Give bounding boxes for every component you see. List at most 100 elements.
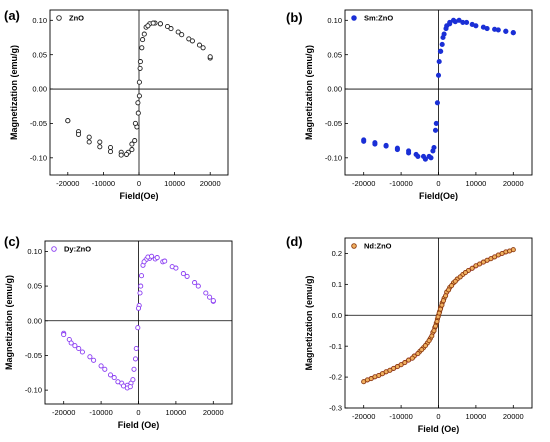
- data-point: [469, 265, 475, 271]
- data-point: [145, 23, 151, 29]
- data-point: [460, 19, 466, 25]
- y-tick-label: -0.10: [325, 153, 342, 162]
- data-point: [364, 377, 370, 383]
- data-point: [436, 59, 442, 65]
- data-point: [192, 280, 198, 286]
- x-tick-label: -10000: [389, 179, 412, 188]
- data-point: [140, 37, 146, 43]
- panel-label: (a): [4, 8, 20, 23]
- chart-panel-c: (c) -20000 -10000 0 10000 20000 -0.10 -0.05 0.00…: [4, 234, 233, 430]
- data-point: [123, 151, 130, 157]
- data-point: [149, 253, 155, 259]
- data-point: [510, 30, 516, 36]
- data-point: [449, 283, 455, 289]
- data-point: [446, 287, 452, 293]
- data-point: [196, 42, 203, 48]
- data-point: [361, 138, 367, 144]
- data-point: [127, 384, 133, 390]
- x-tick-label: -10000: [89, 408, 112, 417]
- y-tick-label: 0.05: [327, 50, 342, 59]
- data-point: [469, 21, 475, 27]
- data-point: [98, 363, 104, 369]
- data-point: [65, 118, 71, 124]
- y-tick-label: -0.1: [329, 342, 342, 351]
- data-point: [437, 48, 443, 54]
- data-point: [402, 360, 408, 366]
- data-point: [435, 72, 442, 78]
- data-point: [439, 41, 445, 47]
- y-tick-label: -0.10: [25, 386, 42, 395]
- data-point: [200, 45, 206, 51]
- y-tick-label: -0.10: [30, 153, 47, 162]
- y-tick-label: -0.05: [25, 351, 42, 360]
- legend-marker: [56, 15, 62, 21]
- x-axis-title: Field (Oe): [118, 420, 160, 430]
- data-point: [394, 147, 400, 153]
- data-point: [406, 150, 412, 156]
- data-point: [131, 366, 137, 372]
- data-point: [443, 26, 449, 32]
- x-tick-label: 10000: [465, 179, 486, 188]
- data-point: [422, 156, 428, 162]
- legend-label: Nd:ZnO: [364, 242, 392, 251]
- data-point: [507, 248, 513, 254]
- data-point: [443, 293, 449, 299]
- data-point: [137, 65, 143, 71]
- data-point: [133, 345, 139, 352]
- data-point: [419, 347, 425, 353]
- data-point: [137, 59, 143, 65]
- data-point: [157, 21, 163, 27]
- y-tick-label: 0.1: [332, 280, 342, 289]
- y-tick-label: 0.05: [27, 282, 42, 291]
- y-tick-label: 0.00: [32, 85, 47, 94]
- data-point: [72, 343, 78, 349]
- data-point: [492, 26, 498, 32]
- data-point: [422, 343, 428, 349]
- data-point: [87, 354, 93, 360]
- data-point: [492, 254, 498, 260]
- data-point: [439, 302, 445, 308]
- data-point: [203, 290, 209, 296]
- data-point: [61, 332, 67, 338]
- y-tick-label: 0.2: [332, 249, 342, 258]
- y-tick-label: 0.10: [327, 16, 342, 25]
- y-tick-label: 0.00: [27, 316, 42, 325]
- chart-panel-d: (d) -20000 -10000 0 10000 20000 -0.3 -0.2 -0.1 0.…: [286, 234, 533, 434]
- legend-marker: [351, 243, 357, 249]
- y-tick-label: 0.00: [327, 85, 342, 94]
- data-point: [154, 255, 160, 261]
- data-point: [76, 345, 82, 352]
- data-point: [452, 19, 458, 25]
- x-tick-label: 10000: [164, 179, 185, 188]
- data-point: [175, 29, 181, 35]
- data-point: [97, 144, 103, 150]
- data-point: [107, 149, 114, 155]
- data-point: [477, 261, 483, 267]
- data-point: [409, 355, 415, 361]
- data-point: [426, 338, 432, 344]
- data-point: [207, 294, 213, 300]
- data-point: [129, 141, 135, 147]
- data-point: [139, 45, 145, 51]
- x-tick-label: -20000: [352, 412, 375, 421]
- data-point: [86, 139, 92, 145]
- x-axis-title: Field(Oe): [419, 191, 458, 201]
- y-tick-label: -0.05: [325, 119, 342, 128]
- x-axis-title: Field (Oe): [418, 424, 460, 434]
- x-tick-label: 20000: [203, 408, 224, 417]
- data-point: [141, 259, 147, 265]
- data-point: [372, 141, 378, 147]
- data-point: [132, 138, 138, 144]
- data-point: [137, 290, 143, 296]
- chart-panel-a: (a) -20000 -10000 0 10000 20000 -0.10 -0.05 0.00…: [4, 8, 229, 201]
- data-point: [132, 120, 138, 126]
- data-point: [429, 333, 435, 339]
- data-layer: [61, 253, 216, 391]
- data-point: [130, 377, 136, 383]
- data-point: [387, 367, 393, 373]
- data-point: [432, 127, 439, 133]
- legend-label: Dy:ZnO: [64, 245, 91, 254]
- x-tick-label: 10000: [165, 408, 186, 417]
- data-point: [452, 278, 458, 284]
- data-layer: [65, 20, 213, 158]
